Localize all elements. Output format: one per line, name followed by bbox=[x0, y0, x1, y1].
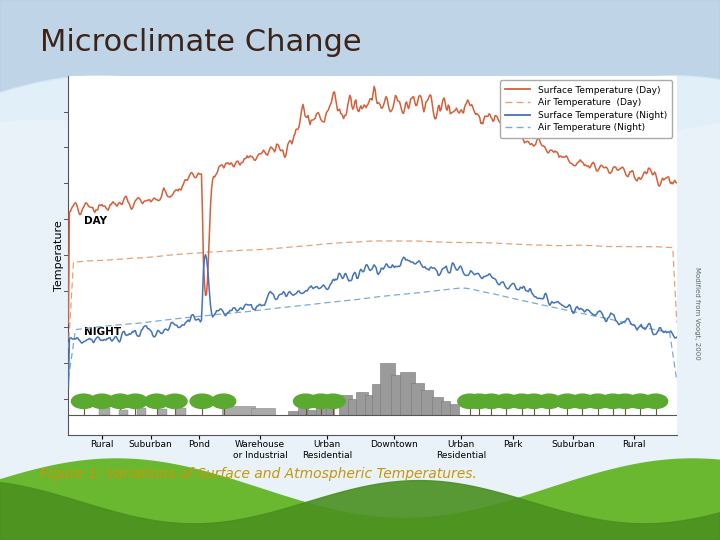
Bar bbox=[99, 408, 110, 415]
Circle shape bbox=[90, 394, 114, 408]
Bar bbox=[222, 406, 256, 415]
Bar bbox=[338, 395, 352, 415]
Bar bbox=[356, 392, 368, 415]
Bar bbox=[325, 408, 334, 415]
Circle shape bbox=[467, 394, 491, 408]
Circle shape bbox=[479, 394, 503, 408]
Circle shape bbox=[458, 394, 482, 408]
Text: Modified from Voogt, 2000: Modified from Voogt, 2000 bbox=[694, 267, 700, 360]
Bar bbox=[400, 372, 415, 415]
Circle shape bbox=[190, 394, 215, 408]
Circle shape bbox=[555, 394, 580, 408]
Bar bbox=[251, 408, 275, 415]
Circle shape bbox=[570, 394, 595, 408]
Circle shape bbox=[537, 394, 561, 408]
Bar bbox=[372, 384, 385, 415]
Bar bbox=[298, 408, 307, 415]
Circle shape bbox=[309, 394, 333, 408]
Bar bbox=[365, 395, 376, 415]
Bar bbox=[288, 410, 299, 415]
Bar bbox=[158, 409, 167, 415]
Bar bbox=[137, 408, 146, 415]
Bar bbox=[441, 401, 451, 415]
Text: Figure 1: Variations of Surface and Atmospheric Temperatures.: Figure 1: Variations of Surface and Atmo… bbox=[40, 467, 477, 481]
Bar bbox=[176, 408, 186, 415]
Bar bbox=[431, 397, 443, 415]
Circle shape bbox=[522, 394, 546, 408]
Circle shape bbox=[510, 394, 534, 408]
Legend: Surface Temperature (Day), Air Temperature  (Day), Surface Temperature (Night), : Surface Temperature (Day), Air Temperatu… bbox=[500, 80, 672, 138]
Circle shape bbox=[71, 394, 96, 408]
Bar bbox=[307, 409, 316, 415]
Bar bbox=[421, 390, 433, 415]
Circle shape bbox=[585, 394, 610, 408]
Circle shape bbox=[600, 394, 625, 408]
Text: DAY: DAY bbox=[84, 216, 107, 226]
Bar bbox=[119, 409, 127, 415]
Text: NIGHT: NIGHT bbox=[84, 327, 121, 338]
Bar bbox=[450, 404, 459, 415]
Circle shape bbox=[163, 394, 187, 408]
Text: Microclimate Change: Microclimate Change bbox=[40, 28, 361, 57]
Circle shape bbox=[628, 394, 652, 408]
Bar bbox=[392, 375, 405, 415]
Circle shape bbox=[123, 394, 148, 408]
Circle shape bbox=[212, 394, 235, 408]
Bar bbox=[411, 383, 424, 415]
Circle shape bbox=[494, 394, 518, 408]
Y-axis label: Temperature: Temperature bbox=[54, 220, 64, 291]
Circle shape bbox=[294, 394, 318, 408]
Circle shape bbox=[644, 394, 667, 408]
Bar bbox=[380, 363, 395, 415]
Circle shape bbox=[321, 394, 345, 408]
Circle shape bbox=[613, 394, 637, 408]
Circle shape bbox=[108, 394, 132, 408]
Circle shape bbox=[145, 394, 168, 408]
Bar bbox=[316, 406, 325, 415]
Bar bbox=[348, 399, 359, 415]
